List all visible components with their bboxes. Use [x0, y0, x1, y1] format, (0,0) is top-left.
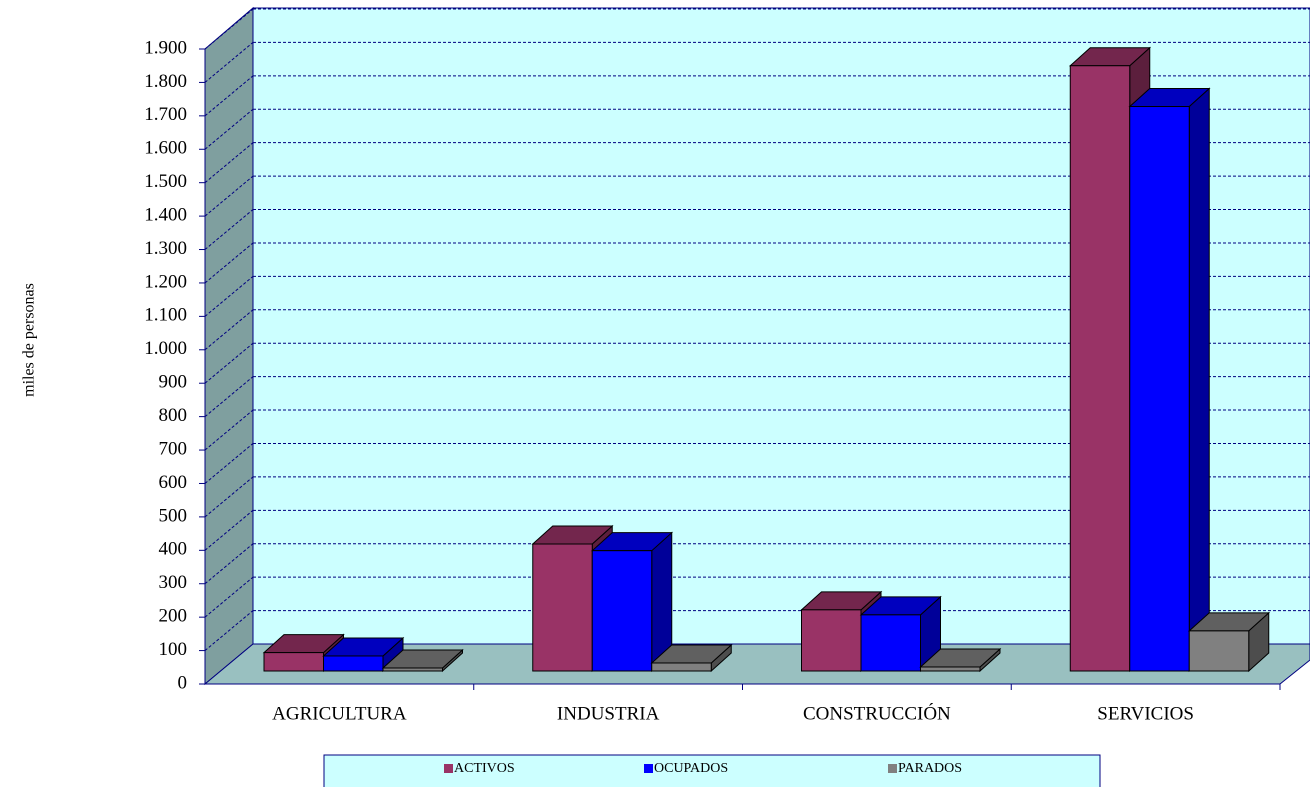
x-tick-label: AGRICULTURA	[272, 703, 407, 724]
y-tick-label: 0	[178, 672, 188, 693]
legend-swatch	[888, 764, 897, 773]
grid-line	[204, 376, 254, 418]
bar	[1129, 106, 1190, 672]
x-tick-label: CONSTRUCCIÓN	[803, 702, 951, 724]
grid-line	[204, 75, 254, 117]
y-tick-label: 100	[159, 639, 188, 660]
x-tick-label: INDUSTRIA	[557, 703, 660, 724]
y-tick-label: 500	[159, 505, 188, 526]
legend-label: OCUPADOS	[654, 761, 728, 776]
grid-line	[204, 209, 254, 250]
y-tick-label: 300	[159, 572, 188, 593]
y-axis-label: miles de personas	[21, 283, 38, 397]
grid-line	[204, 175, 254, 217]
y-tick-label: 1.500	[144, 171, 187, 192]
bar	[651, 662, 712, 672]
y-tick-label: 600	[159, 472, 188, 493]
grid-line	[204, 8, 254, 50]
grid-line	[204, 342, 254, 384]
y-tick-label: 700	[159, 438, 188, 459]
grid-line	[204, 409, 254, 451]
y-tick-label: 200	[159, 606, 188, 627]
legend-label: PARADOS	[898, 761, 962, 776]
y-tick-label: 1.600	[144, 138, 187, 159]
grid-line	[204, 476, 254, 518]
y-tick-label: 1.000	[144, 338, 187, 359]
grid-line	[204, 108, 254, 150]
grid-line	[204, 275, 254, 317]
legend	[323, 754, 1101, 787]
y-tick-label: 1.400	[144, 204, 187, 225]
y-tick-label: 1.900	[144, 37, 187, 58]
y-tick-label: 1.300	[144, 238, 187, 259]
grid-line	[204, 509, 254, 551]
grid-line	[204, 443, 254, 484]
grid-line	[204, 309, 254, 351]
y-tick-label: 800	[159, 405, 188, 426]
bar	[860, 614, 921, 672]
bar	[323, 655, 384, 672]
y-tick-label: 1.100	[144, 305, 187, 326]
grid-line	[204, 610, 254, 651]
bar	[382, 667, 443, 672]
grid-line	[204, 576, 254, 618]
legend-swatch	[644, 764, 653, 773]
bar	[263, 652, 324, 672]
bar	[801, 609, 862, 672]
bar	[1069, 65, 1131, 672]
y-tick-label: 400	[159, 539, 188, 560]
legend-label: ACTIVOS	[454, 761, 515, 776]
grid-line	[204, 142, 254, 184]
y-tick-label: 1.800	[144, 71, 187, 92]
legend-swatch	[444, 764, 453, 773]
bar	[920, 666, 981, 672]
grid-line	[204, 543, 254, 585]
bar-side	[1188, 87, 1210, 673]
y-tick-label: 1.200	[144, 271, 187, 292]
x-tick-label: SERVICIOS	[1097, 703, 1194, 724]
side-wall	[204, 6, 254, 686]
grid-line	[204, 242, 254, 284]
y-tick-label: 1.700	[144, 104, 187, 125]
bar	[1188, 630, 1250, 672]
grid-line	[204, 42, 254, 83]
y-tick-label: 900	[159, 372, 188, 393]
bar	[532, 543, 593, 672]
bar	[591, 550, 653, 672]
